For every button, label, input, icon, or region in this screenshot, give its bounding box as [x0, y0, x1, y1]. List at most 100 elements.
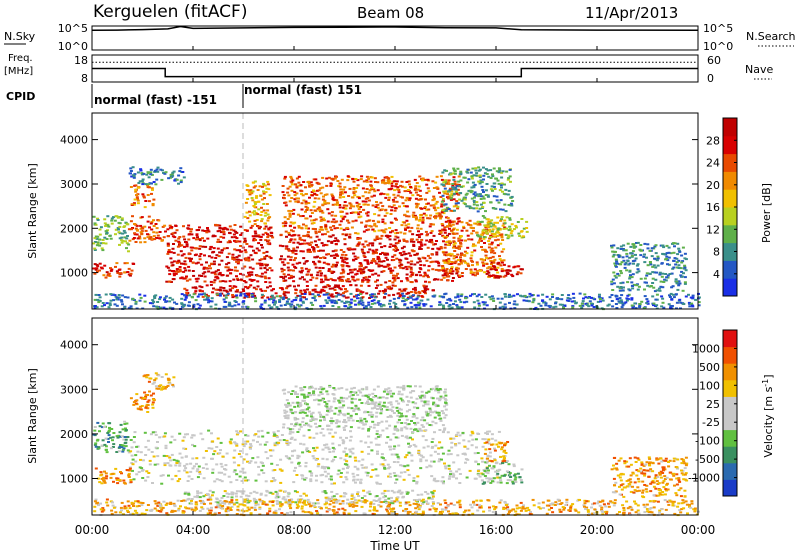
- power-cell-3068: [617, 274, 621, 277]
- power-cell-2888: [474, 167, 478, 170]
- power-cell-506: [202, 267, 206, 270]
- power-cell-1280: [292, 247, 296, 250]
- power-cell-65: [100, 247, 104, 250]
- velocity-cell-24: [487, 469, 490, 472]
- power-cell-2805: [442, 181, 446, 184]
- power-cell-2369: [483, 271, 487, 274]
- power-cell-952: [309, 278, 313, 281]
- power-cell-2297: [412, 288, 415, 291]
- power-cell-3828: [301, 301, 305, 304]
- power-cell-839: [329, 294, 333, 297]
- power-cell-643: [260, 246, 264, 249]
- power-cell-10: [125, 262, 129, 265]
- power-cell-2631: [486, 221, 490, 224]
- power-cell-709: [237, 261, 240, 263]
- power-cell-3820: [204, 294, 208, 297]
- power-cell-2947: [260, 211, 264, 213]
- power-cell-423: [182, 253, 186, 256]
- velocity-cell-905: [263, 502, 267, 505]
- velocity-cell-399: [343, 458, 347, 461]
- power-cell-1151: [393, 278, 397, 281]
- velocity-cell-949: [298, 411, 302, 414]
- power-cell-2101: [331, 198, 335, 201]
- velocity-cell-94: [147, 472, 151, 474]
- power-cell-2949: [258, 185, 262, 188]
- power-cell-2666: [516, 271, 520, 274]
- power-cell-2812: [478, 207, 482, 210]
- velocity-cell-347: [156, 441, 159, 443]
- power-cell-3054: [669, 252, 673, 255]
- power-cell-2821: [473, 196, 476, 199]
- power-cell-2035: [312, 222, 316, 224]
- velocity-cell-383: [333, 456, 337, 458]
- power-cell-3139: [658, 289, 662, 292]
- power-cell-461: [215, 224, 219, 227]
- power-cell-2962: [260, 220, 264, 223]
- power-cell-1190: [394, 249, 398, 252]
- power-cell-3413: [373, 293, 376, 296]
- power-cell-2337: [451, 220, 455, 223]
- power-cell-698: [259, 238, 263, 241]
- power-cell-3185: [618, 287, 622, 290]
- power-cell-976: [377, 274, 381, 277]
- velocity-cell-362: [490, 437, 494, 440]
- power-cell-199: [143, 241, 147, 244]
- power-cell-2989: [249, 189, 253, 192]
- power-cell-779: [278, 295, 282, 298]
- power-cell-129: [108, 234, 112, 237]
- power-cell-1083: [388, 235, 392, 238]
- power-cell-2716: [443, 179, 447, 182]
- power-cell-613: [255, 262, 259, 265]
- power-cell-3224: [628, 289, 632, 292]
- power-cell-3755: [610, 294, 614, 296]
- power-cell-538: [204, 245, 208, 248]
- velocity-cell-633: [455, 433, 459, 436]
- power-cell-3747: [164, 295, 168, 298]
- power-cell-3525: [618, 297, 622, 300]
- power-cell-1439: [357, 241, 361, 244]
- power-cell-3557: [313, 295, 317, 298]
- power-cell-754: [308, 291, 312, 294]
- power-cell-31: [118, 268, 122, 271]
- power-cell-3166: [621, 289, 625, 292]
- power-cell-3339: [198, 304, 202, 307]
- power-cell-796: [225, 290, 229, 293]
- power-cell-72: [107, 225, 111, 228]
- velocity-cell-194: [346, 465, 350, 468]
- power-cell-2853: [502, 192, 506, 195]
- power-cell-1231: [329, 277, 333, 280]
- power-cell-742: [221, 230, 225, 233]
- power-cell-700: [245, 275, 249, 278]
- power-cell-1586: [301, 215, 305, 217]
- velocity-cell-190: [455, 470, 459, 473]
- power-cell-1116: [425, 234, 429, 237]
- power-cell-2617: [503, 219, 507, 222]
- power-cell-3022: [679, 267, 683, 270]
- power-cell-695: [265, 264, 268, 267]
- velocity-cell-990: [408, 385, 412, 388]
- power-cell-2905: [441, 171, 445, 174]
- velocity-cell-290: [322, 434, 326, 437]
- velocity-cell-584: [496, 481, 500, 484]
- power-cell-3932: [404, 299, 408, 302]
- power-cell-3780: [591, 302, 594, 305]
- power-cell-3100: [610, 283, 614, 286]
- power-cell-1095: [306, 242, 310, 245]
- velocity-cell-276: [204, 463, 208, 466]
- velocity-cell-294: [324, 475, 328, 478]
- power-cell-3335: [582, 297, 585, 300]
- power-cell-3860: [131, 298, 135, 301]
- power-cell-1520: [444, 273, 448, 276]
- power-cell-3856: [239, 292, 243, 295]
- power-cell-987: [319, 274, 323, 277]
- power-cell-658: [260, 258, 264, 261]
- power-cell-1340: [330, 241, 334, 244]
- power-cell-2219: [382, 181, 385, 183]
- velocity-cell-5: [476, 452, 480, 454]
- power-cell-2298: [361, 291, 365, 294]
- power-cell-2402: [475, 261, 479, 264]
- power-cell-595: [252, 237, 256, 240]
- power-cell-130: [93, 247, 97, 250]
- power-cell-374: [256, 280, 260, 283]
- power-cell-2494: [465, 229, 469, 232]
